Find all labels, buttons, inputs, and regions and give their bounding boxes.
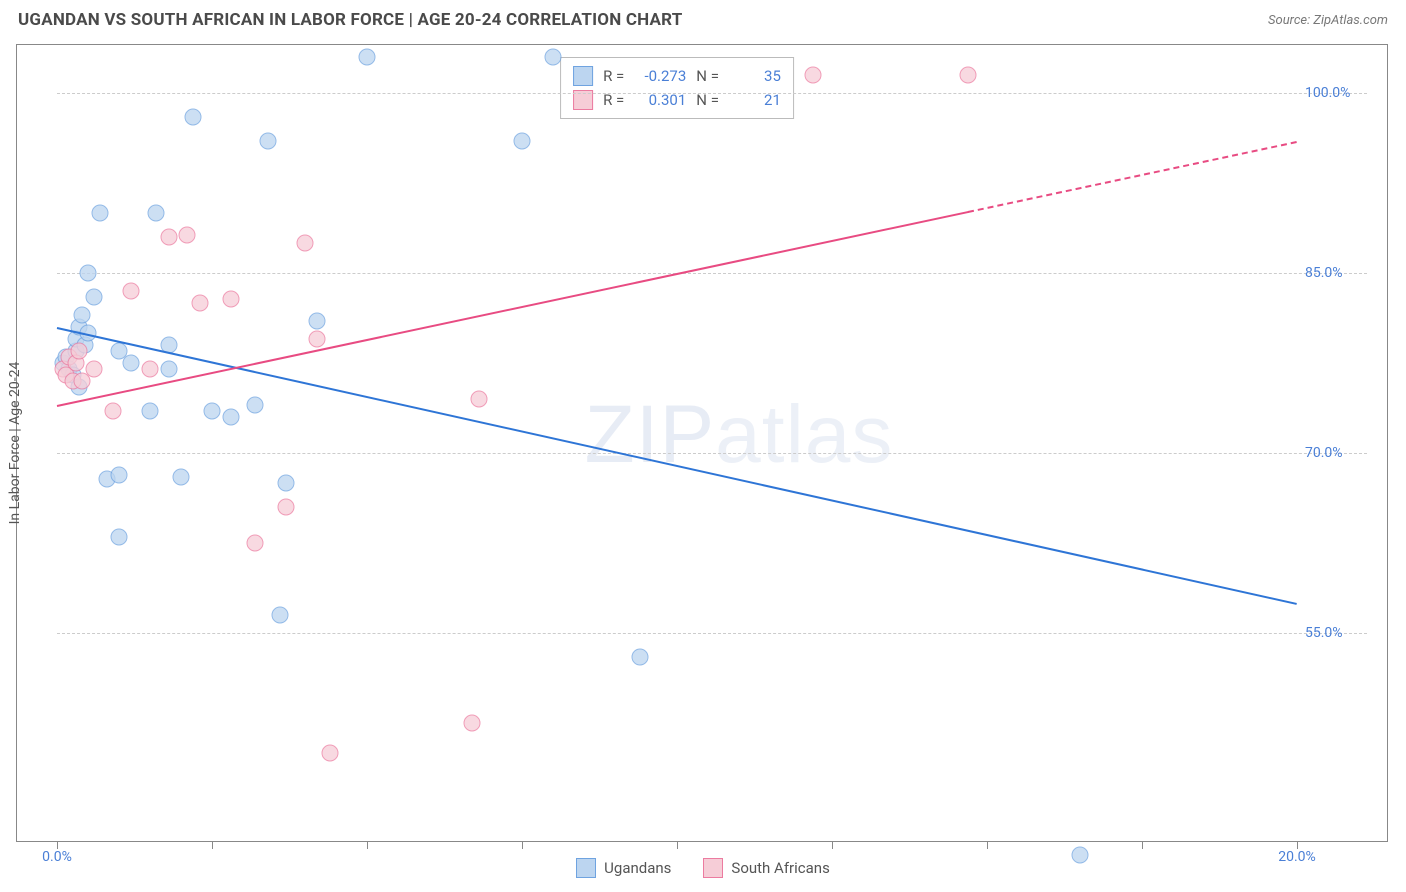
scatter-point-south-africans	[191, 295, 208, 312]
scatter-point-south-africans	[464, 715, 481, 732]
xtick	[522, 841, 523, 849]
gridline-h	[57, 273, 1367, 274]
scatter-point-south-africans	[297, 235, 314, 252]
xtick	[57, 841, 58, 849]
scatter-point-ugandans	[631, 649, 648, 666]
scatter-point-south-africans	[104, 403, 121, 420]
scatter-point-ugandans	[86, 289, 103, 306]
scatter-point-ugandans	[309, 313, 326, 330]
legend-swatch-ugandans	[576, 858, 596, 878]
bottom-legend: Ugandans South Africans	[0, 858, 1406, 878]
scatter-point-ugandans	[142, 403, 159, 420]
trendline-ugandans	[57, 327, 1297, 605]
scatter-point-ugandans	[185, 109, 202, 126]
scatter-point-ugandans	[111, 466, 128, 483]
stats-r-value-0: -0.273	[634, 67, 686, 85]
scatter-point-south-africans	[222, 291, 239, 308]
scatter-point-ugandans	[514, 133, 531, 150]
legend-item-south-africans: South Africans	[703, 858, 829, 878]
legend-swatch-south-africans	[703, 858, 723, 878]
scatter-point-ugandans	[123, 355, 140, 372]
chart-title: UGANDAN VS SOUTH AFRICAN IN LABOR FORCE …	[18, 10, 682, 30]
scatter-point-south-africans	[123, 283, 140, 300]
stats-r-label-0: R =	[603, 67, 624, 85]
xtick	[987, 841, 988, 849]
stats-n-label-0: N =	[696, 67, 719, 85]
scatter-point-south-africans	[142, 361, 159, 378]
scatter-point-south-africans	[278, 499, 295, 516]
scatter-point-south-africans	[805, 67, 822, 84]
scatter-point-ugandans	[92, 205, 109, 222]
stats-row-south-africans: R = 0.301 N = 21	[573, 88, 781, 112]
scatter-point-ugandans	[545, 49, 562, 66]
watermark: ZIPatlas	[585, 388, 894, 482]
scatter-point-south-africans	[321, 745, 338, 762]
chart-source: Source: ZipAtlas.com	[1268, 13, 1388, 28]
scatter-point-ugandans	[148, 205, 165, 222]
ytick-label: 70.0%	[1305, 445, 1375, 461]
scatter-point-ugandans	[259, 133, 276, 150]
xtick	[1297, 841, 1298, 849]
scatter-point-ugandans	[111, 529, 128, 546]
scatter-point-ugandans	[222, 409, 239, 426]
watermark-light: atlas	[715, 389, 893, 480]
xtick	[1142, 841, 1143, 849]
stats-box: R = -0.273 N = 35 R = 0.301 N = 21	[560, 57, 794, 119]
xtick	[832, 841, 833, 849]
stats-n-value-0: 35	[729, 67, 781, 85]
legend-label-ugandans: Ugandans	[604, 859, 671, 877]
plot-area: ZIPatlas R = -0.273 N = 35 R = 0.301 N =…	[57, 57, 1297, 813]
scatter-point-ugandans	[173, 469, 190, 486]
scatter-point-south-africans	[309, 331, 326, 348]
ytick-label: 55.0%	[1305, 625, 1375, 641]
scatter-point-ugandans	[278, 475, 295, 492]
chart-header: UGANDAN VS SOUTH AFRICAN IN LABOR FORCE …	[0, 0, 1406, 40]
scatter-point-ugandans	[272, 607, 289, 624]
y-axis-label: In Labor Force | Age 20-24	[7, 362, 23, 525]
scatter-point-south-africans	[70, 343, 87, 360]
scatter-point-ugandans	[204, 403, 221, 420]
gridline-h	[57, 633, 1367, 634]
xtick	[677, 841, 678, 849]
scatter-point-south-africans	[86, 361, 103, 378]
legend-label-south-africans: South Africans	[731, 859, 829, 877]
scatter-point-ugandans	[80, 265, 97, 282]
scatter-point-ugandans	[247, 397, 264, 414]
legend-item-ugandans: Ugandans	[576, 858, 671, 878]
scatter-point-ugandans	[359, 49, 376, 66]
xtick	[367, 841, 368, 849]
stats-row-ugandans: R = -0.273 N = 35	[573, 64, 781, 88]
gridline-h	[57, 453, 1367, 454]
trendline-south-africans-dashed	[968, 141, 1297, 213]
ytick-label: 100.0%	[1305, 85, 1375, 101]
scatter-point-south-africans	[179, 226, 196, 243]
scatter-point-ugandans	[73, 307, 90, 324]
scatter-point-south-africans	[247, 535, 264, 552]
ytick-label: 85.0%	[1305, 265, 1375, 281]
scatter-point-south-africans	[470, 391, 487, 408]
swatch-ugandans	[573, 66, 593, 86]
scatter-point-ugandans	[160, 361, 177, 378]
chart-frame: In Labor Force | Age 20-24 ZIPatlas R = …	[16, 44, 1388, 842]
gridline-h	[57, 93, 1367, 94]
watermark-bold: ZIP	[585, 389, 716, 480]
xtick	[212, 841, 213, 849]
scatter-point-south-africans	[160, 229, 177, 246]
scatter-point-south-africans	[960, 67, 977, 84]
